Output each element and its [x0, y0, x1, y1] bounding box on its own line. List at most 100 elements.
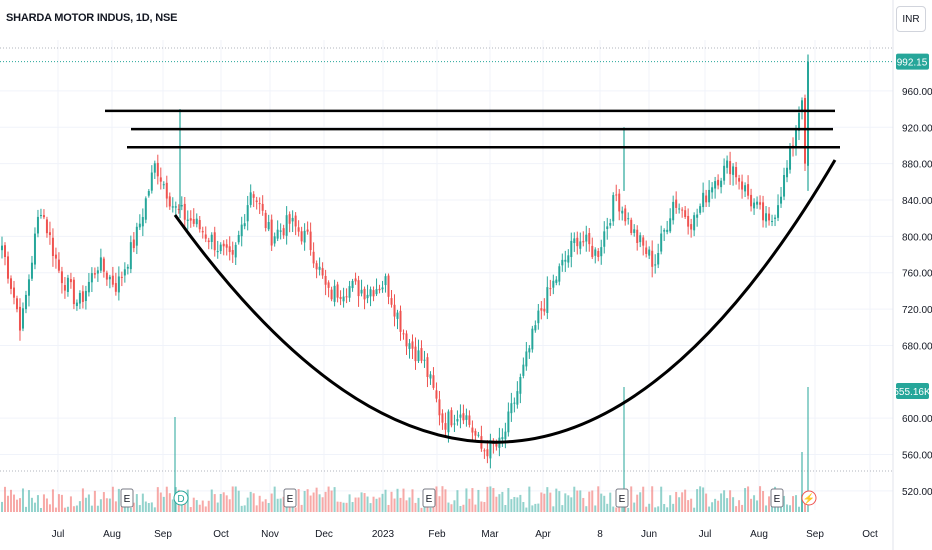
volume-bar — [105, 498, 108, 512]
candle-body — [189, 218, 192, 221]
candle-body — [165, 182, 168, 199]
candle-body — [231, 250, 234, 255]
candle-body — [624, 208, 627, 222]
candle-body — [588, 233, 591, 245]
volume-bar — [213, 494, 216, 512]
candle-body — [153, 163, 156, 173]
candle-body — [135, 226, 138, 246]
cup-curve — [173, 159, 837, 444]
candle-body — [105, 272, 108, 280]
volume-bar — [729, 490, 732, 512]
volume-bar — [159, 492, 162, 512]
volume-bar — [726, 498, 729, 512]
candle-body — [504, 431, 507, 440]
volume-bar — [570, 497, 573, 512]
volume-bar — [564, 493, 567, 512]
volume-bar — [114, 501, 117, 512]
candle-body — [39, 215, 42, 217]
volume-bar — [486, 486, 489, 512]
volume-bar — [315, 487, 318, 512]
volume-bar — [672, 503, 675, 512]
event-letter: E — [774, 494, 781, 505]
volume-bar — [693, 507, 696, 512]
volume-bar — [534, 503, 537, 512]
volume-bar — [624, 504, 627, 512]
candle-body — [561, 259, 564, 266]
volume-bar — [387, 504, 390, 512]
volume-bar — [795, 495, 798, 512]
candle-body — [201, 231, 204, 233]
volume-bar — [240, 505, 243, 512]
volume-bar — [33, 502, 36, 512]
candle-body — [732, 166, 735, 175]
candle-body — [336, 284, 339, 298]
candle-body — [711, 187, 714, 193]
volume-bar — [705, 493, 708, 512]
candle-body — [72, 279, 75, 305]
candle-body — [27, 279, 30, 296]
candle-body — [309, 231, 312, 251]
volume-bar — [711, 502, 714, 512]
candle-body — [684, 210, 687, 217]
x-tick-label: Oct — [213, 529, 229, 540]
candle-body — [102, 258, 105, 272]
y-tick-label: 680.00 — [902, 341, 932, 352]
volume-bar — [246, 497, 249, 512]
candle-body — [699, 206, 702, 213]
volume-bar — [603, 495, 606, 512]
candle-body — [594, 249, 597, 256]
volume-bar — [645, 506, 648, 512]
last-price-label: 992.15 — [897, 58, 928, 69]
event-marker-earnings: E — [120, 488, 134, 508]
candle-body — [468, 415, 471, 425]
candle-body — [645, 247, 648, 254]
candle-body — [765, 213, 768, 222]
candle-body — [573, 238, 576, 244]
candle-body — [510, 403, 513, 414]
volume-bar — [303, 491, 306, 512]
candle-body — [591, 245, 594, 258]
x-tick-label: Oct — [862, 529, 878, 540]
currency-button[interactable]: INR — [896, 6, 926, 32]
volume-bar — [528, 486, 531, 512]
candle-body — [159, 177, 162, 182]
candle-body — [267, 222, 270, 230]
candle-body — [681, 209, 684, 211]
volume-bar — [294, 507, 297, 512]
volume-bar — [522, 502, 525, 512]
candle-body — [312, 251, 315, 264]
volume-bar — [135, 494, 138, 512]
candle-body — [195, 218, 198, 225]
candle-body — [363, 288, 366, 300]
candle-body — [744, 185, 747, 192]
candle-body — [63, 285, 66, 291]
volume-bar — [546, 487, 549, 512]
candle-body — [513, 402, 516, 404]
candle-body — [705, 195, 708, 203]
volume-bar — [540, 492, 543, 512]
volume-bar — [111, 486, 114, 512]
volume-bar — [462, 504, 465, 512]
split-icon — [801, 490, 817, 506]
y-tick-label: 800.00 — [902, 232, 932, 243]
candle-body — [171, 206, 174, 208]
event-letter: E — [287, 494, 294, 505]
volume-bar — [741, 504, 744, 512]
candle-body — [642, 237, 645, 246]
chart-grid — [0, 40, 893, 510]
volume-bar — [684, 489, 687, 512]
candle-body — [351, 280, 354, 289]
candle-body — [804, 98, 807, 164]
candle-body — [210, 234, 213, 242]
candle-body — [651, 250, 654, 267]
candle-body — [450, 410, 453, 426]
volume-bar — [102, 492, 105, 512]
candle-body — [417, 350, 420, 362]
event-marker-split: ⚡ — [801, 490, 817, 506]
volume-bar — [633, 502, 636, 512]
volume-bar — [576, 490, 579, 512]
x-tick-label: Dec — [315, 529, 333, 540]
earnings-icon — [770, 488, 784, 508]
candle-body — [783, 175, 786, 197]
